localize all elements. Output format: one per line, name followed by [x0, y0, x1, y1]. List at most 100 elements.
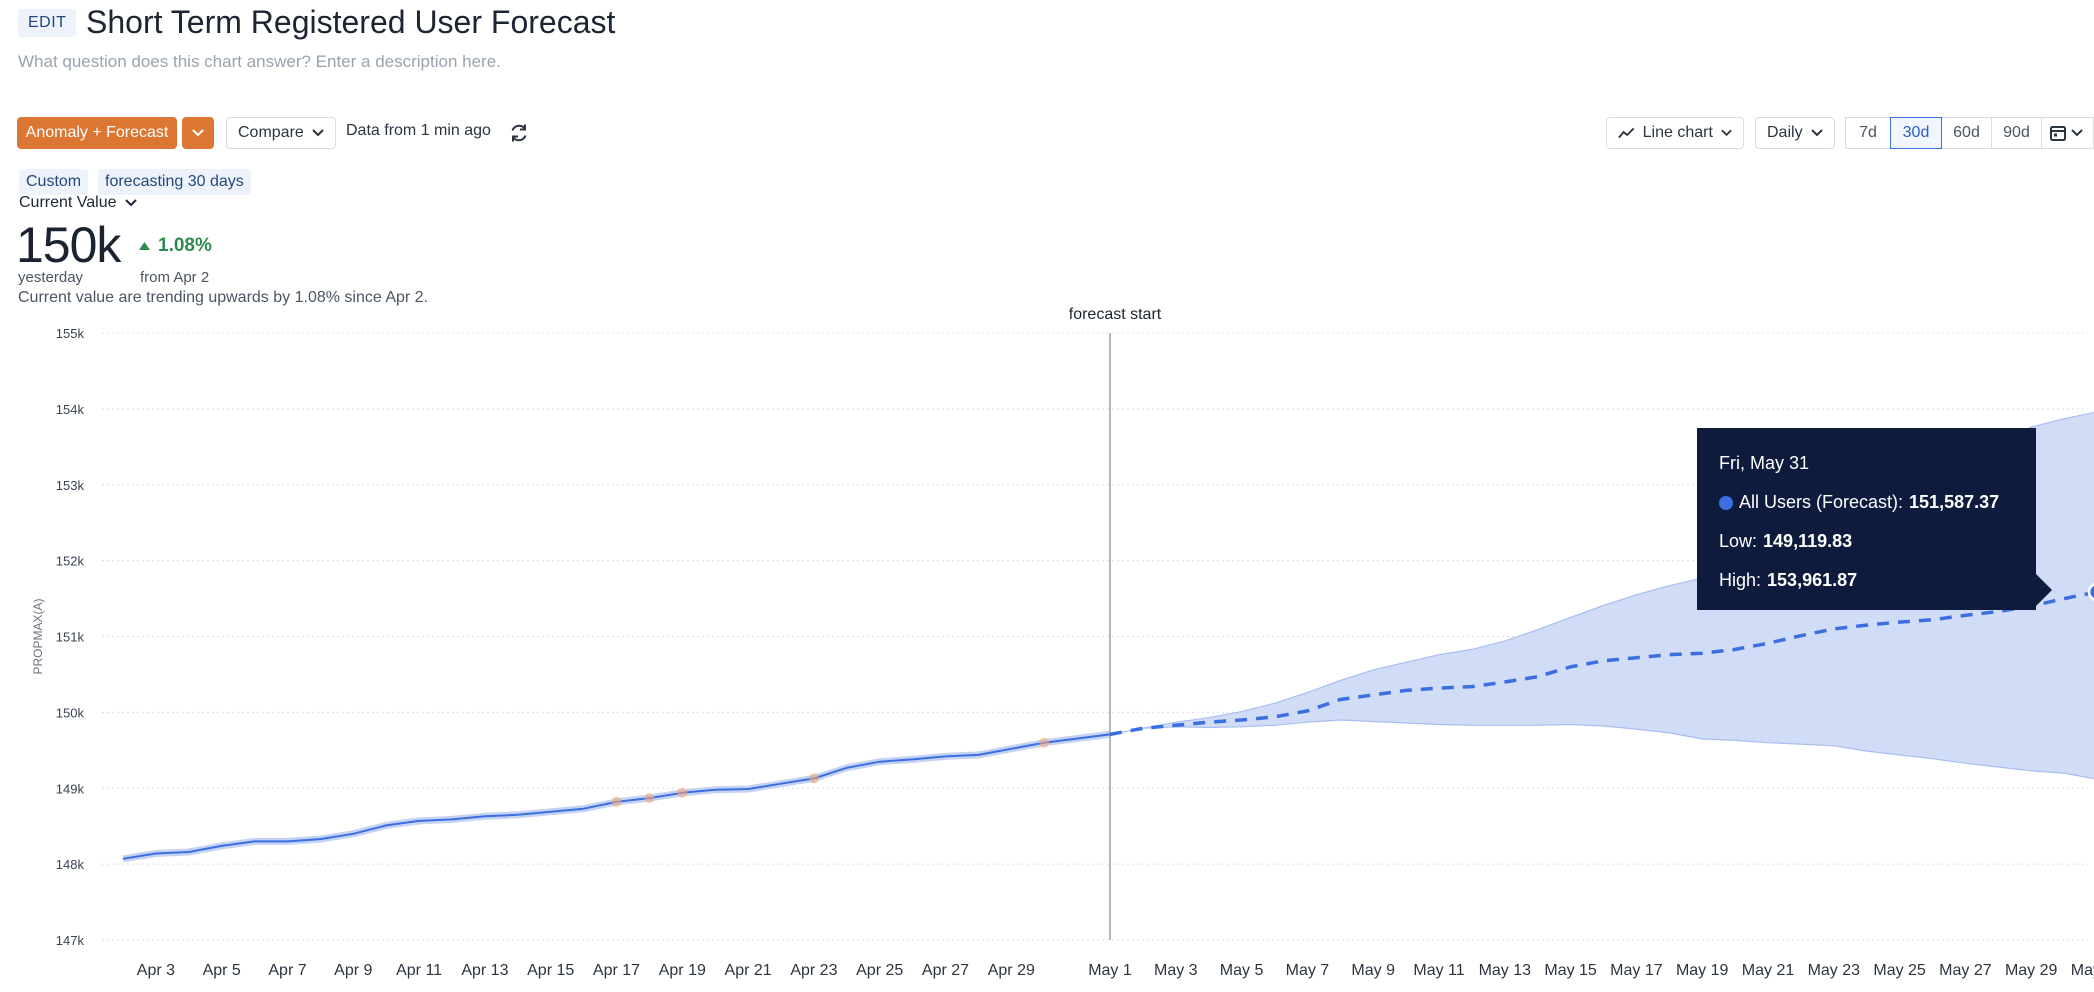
forecast-confidence-band: [1109, 411, 2094, 780]
chart-annotations: forecast start: [1069, 306, 2094, 940]
chart-type-dropdown[interactable]: Line chart: [1606, 117, 1744, 149]
y-tick-label: 155k: [56, 326, 85, 341]
chevron-down-icon: [1721, 129, 1732, 137]
date-range-group: 7d 30d 60d 90d: [1845, 117, 2042, 149]
metric-delta: 1.08%: [139, 235, 212, 257]
anomaly-marker: [677, 787, 688, 798]
description-placeholder[interactable]: What question does this chart answer? En…: [18, 52, 501, 71]
line-chart-icon: [1618, 127, 1635, 139]
x-tick-label: May 15: [1544, 962, 1597, 979]
current-value-dropdown[interactable]: Current Value: [19, 194, 137, 212]
x-tick-label: Apr 13: [461, 962, 508, 979]
page-title[interactable]: Short Term Registered User Forecast: [86, 4, 616, 40]
x-tick-label: May 9: [1351, 962, 1395, 979]
x-tick-label: May 3: [1154, 962, 1198, 979]
metric-value-caption: yesterday: [18, 269, 84, 286]
range-7d-button[interactable]: 7d: [1845, 117, 1891, 149]
x-tick-label: Apr 15: [527, 962, 574, 979]
y-tick-label: 149k: [56, 781, 85, 796]
x-tick-label: May 13: [1479, 962, 1532, 979]
x-tick-label: Apr 11: [396, 962, 442, 979]
anomaly-forecast-button[interactable]: Anomaly + Forecast: [17, 117, 177, 149]
x-tick-label: May 11: [1413, 962, 1464, 979]
x-tick-label: Apr 25: [856, 962, 903, 979]
chevron-down-icon: [192, 129, 204, 137]
x-tick-label: Apr 19: [659, 962, 706, 979]
chart-tooltip: Fri, May 31 All Users (Forecast): 151,58…: [1697, 428, 2036, 610]
calendar-icon: [2050, 126, 2066, 141]
compare-label: Compare: [238, 124, 304, 141]
edit-button[interactable]: EDIT: [18, 9, 77, 37]
y-tick-label: 153k: [56, 478, 85, 493]
x-tick-label: Apr 7: [268, 962, 306, 979]
chevron-down-icon: [312, 129, 324, 137]
range-30d-button[interactable]: 30d: [1890, 117, 1942, 149]
x-tick-label: Apr 23: [790, 962, 837, 979]
trend-summary: Current value are trending upwards by 1.…: [18, 289, 429, 306]
range-90d-button[interactable]: 90d: [1991, 117, 2042, 149]
highlight-point: [2087, 583, 2094, 601]
anomaly-marker: [611, 796, 622, 807]
x-tick-label: May 27: [1939, 962, 1992, 979]
data-freshness: Data from 1 min ago: [346, 122, 491, 139]
x-tick-label: Apr 17: [593, 962, 640, 979]
interval-label: Daily: [1767, 124, 1803, 141]
metric-delta-value: 1.08%: [158, 235, 212, 256]
custom-tag[interactable]: Custom: [19, 169, 89, 195]
chevron-down-icon: [1810, 129, 1823, 137]
y-axis-label: PROPMAX(A): [31, 598, 45, 674]
anomaly-forecast-label: Anomaly + Forecast: [25, 124, 169, 141]
tooltip-high-row: High: 153,961.87: [1719, 561, 2014, 600]
x-tick-label: May 5: [1220, 962, 1264, 979]
x-tick-label: Apr 29: [988, 962, 1035, 979]
x-tick-label: May 23: [1808, 962, 1861, 979]
tooltip-high-value: 153,961.87: [1767, 570, 1858, 590]
tooltip-low-label: Low:: [1719, 531, 1758, 551]
anomaly-marker: [808, 773, 819, 784]
anomaly-marker: [1039, 737, 1050, 748]
tooltip-date: Fri, May 31: [1719, 453, 1810, 473]
y-tick-label: 148k: [56, 857, 85, 872]
forecast-start-label: forecast start: [1069, 306, 1162, 323]
current-value-label: Current Value: [19, 194, 117, 211]
arrow-up-icon: [139, 242, 150, 250]
x-tick-label: May 29: [2005, 962, 2058, 979]
x-tick-label: Apr 27: [922, 962, 969, 979]
metric-delta-caption: from Apr 2: [140, 269, 210, 286]
tooltip-low-value: 149,119.83: [1763, 531, 1853, 551]
refresh-icon[interactable]: [508, 122, 530, 144]
tooltip-series-row: All Users (Forecast): 151,587.37: [1719, 483, 2014, 522]
metric-value: 150k: [16, 217, 121, 273]
forecasting-tag[interactable]: forecasting 30 days: [98, 169, 251, 195]
chart-axis-ticks: 155k 154k 153k 152k 151k 150k 149k 148k 147k Apr …: [31, 326, 2094, 979]
chart-type-label: Line chart: [1642, 124, 1713, 141]
x-tick-label: May 17: [1610, 962, 1663, 979]
x-tick-label: May 31: [2071, 962, 2094, 979]
anomaly-forecast-dropdown-button[interactable]: [182, 117, 214, 149]
x-tick-label: Apr 21: [725, 962, 772, 979]
x-tick-label: Apr 5: [203, 962, 241, 979]
range-60d-button[interactable]: 60d: [1941, 117, 1992, 149]
y-tick-label: 150k: [56, 705, 85, 720]
tooltip-low-row: Low: 149,119.83: [1719, 522, 2014, 561]
y-tick-label: 154k: [56, 402, 85, 417]
tooltip-high-label: High:: [1719, 570, 1762, 590]
y-tick-label: 151k: [56, 630, 85, 645]
y-tick-label: 147k: [56, 933, 85, 948]
compare-button[interactable]: Compare: [226, 117, 336, 149]
series-dot-icon: [1719, 495, 1733, 510]
historical-band-halo: [122, 730, 1111, 863]
chart-series-lines: [122, 590, 2094, 863]
anomaly-marker: [644, 793, 655, 804]
x-tick-label: May 7: [1286, 962, 1330, 979]
x-tick-label: May 21: [1742, 962, 1795, 979]
y-tick-label: 152k: [56, 554, 85, 569]
chevron-down-icon: [124, 199, 137, 207]
tooltip-series-value: 151,587.37: [1909, 492, 2000, 512]
tooltip-series-label: All Users (Forecast):: [1739, 492, 1904, 512]
x-tick-label: May 19: [1676, 962, 1729, 979]
interval-dropdown[interactable]: Daily: [1755, 117, 1835, 149]
tooltip-arrow: [2036, 574, 2052, 606]
x-tick-label: Apr 9: [334, 962, 372, 979]
